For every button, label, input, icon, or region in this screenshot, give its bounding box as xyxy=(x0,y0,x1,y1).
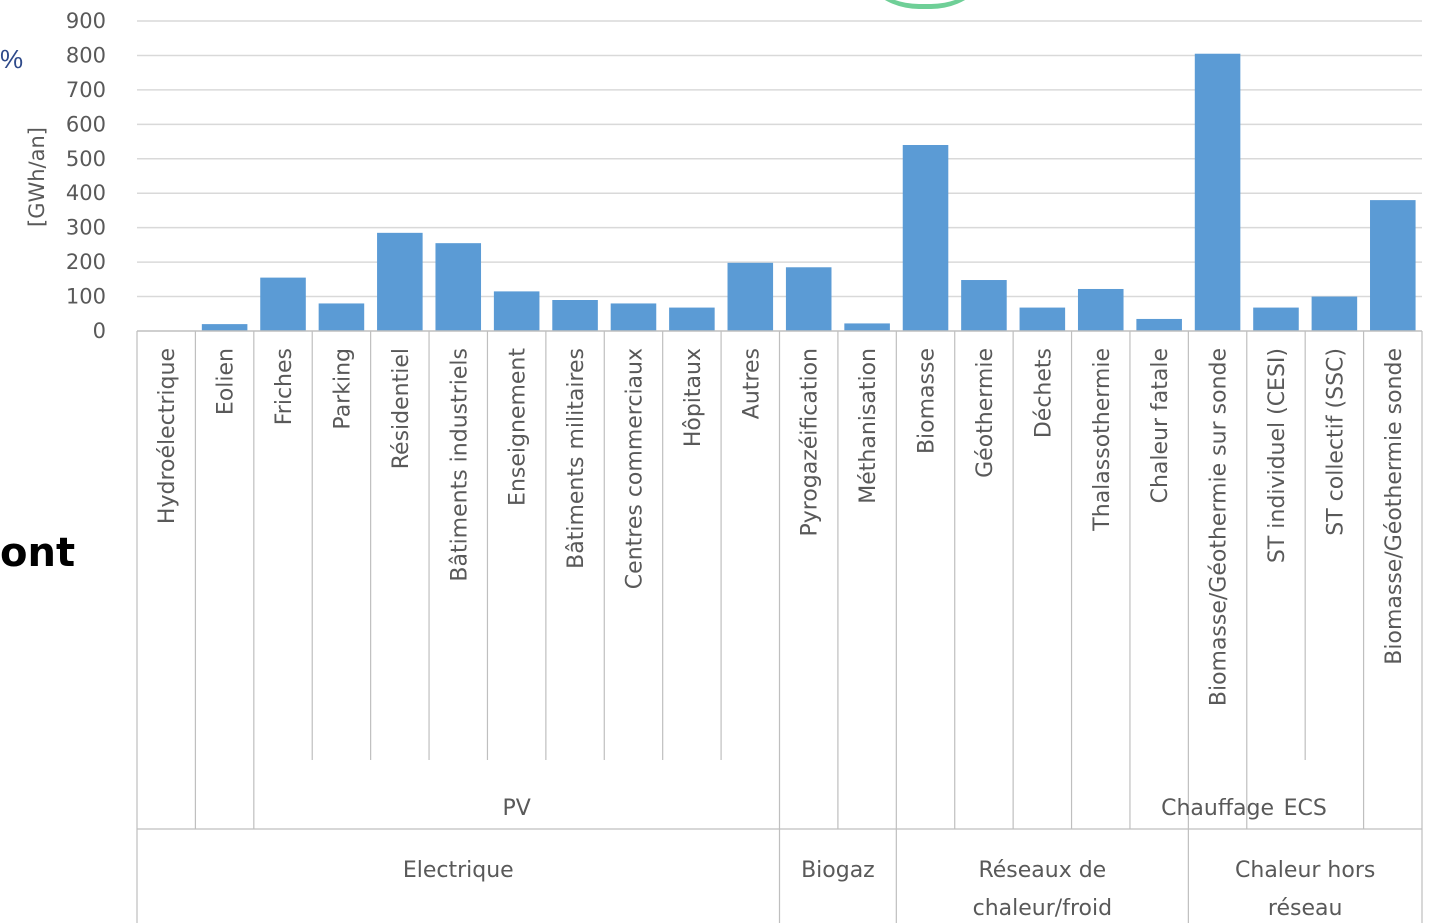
group-label: Réseaux de xyxy=(978,858,1106,883)
bar xyxy=(1370,200,1416,331)
subgroup-labels: PV Chauffage ECS xyxy=(502,796,1326,821)
bar xyxy=(493,291,540,331)
bar xyxy=(961,280,1007,331)
category-axis xyxy=(136,330,1423,923)
group-label: réseau xyxy=(1268,896,1343,921)
bar xyxy=(1194,53,1241,331)
subgroup-label: ECS xyxy=(1284,796,1327,821)
y-axis-ticks: 0 100 200 300 400 500 600 700 800 900 xyxy=(66,9,106,343)
category-label: Biomasse/Géothermie sur sonde xyxy=(1207,348,1232,706)
category-label: Hôpitaux xyxy=(681,348,706,447)
y-tick-label: 100 xyxy=(66,285,106,309)
y-tick-label: 0 xyxy=(93,319,106,343)
category-label: Biomasse/Géothermie sonde xyxy=(1382,348,1407,665)
y-tick-label: 500 xyxy=(66,147,106,171)
category-label: Autres xyxy=(739,348,764,419)
category-label: Biomasse xyxy=(915,348,940,454)
category-label: Méthanisation xyxy=(856,348,881,504)
category-label: Résidentiel xyxy=(389,348,414,469)
category-label: ST collectif (SSC) xyxy=(1323,348,1348,536)
y-tick-label: 800 xyxy=(66,43,106,67)
category-label: Thalassothermie xyxy=(1090,348,1115,532)
bar xyxy=(669,307,715,331)
bar xyxy=(844,323,890,331)
y-axis-label: [GWh/an] xyxy=(25,127,49,227)
y-tick-label: 600 xyxy=(66,112,106,136)
bar xyxy=(1019,307,1066,331)
bars xyxy=(201,53,1416,331)
decorative-green-arc xyxy=(850,0,1000,9)
bar xyxy=(1253,307,1299,331)
bar xyxy=(785,267,832,331)
category-label: Géothermie xyxy=(973,348,998,478)
side-ont-text: ont xyxy=(0,530,76,576)
category-label: Eolien xyxy=(214,348,239,415)
category-label: Hydroélectrique xyxy=(155,348,180,524)
bar xyxy=(727,262,774,331)
category-label: Enseignement xyxy=(506,348,531,506)
bar xyxy=(1077,288,1124,331)
side-percent-text: % xyxy=(0,44,24,74)
bar xyxy=(552,300,598,331)
category-label: Friches xyxy=(272,348,297,425)
y-tick-label: 400 xyxy=(66,181,106,205)
category-label: Chaleur fatale xyxy=(1148,348,1173,503)
group-label: Electrique xyxy=(403,858,514,883)
bar xyxy=(318,303,365,331)
category-labels: Hydroélectrique Eolien Friches Parking Résid… xyxy=(155,348,1407,707)
bar xyxy=(1136,318,1182,331)
bar xyxy=(435,243,482,331)
group-label: chaleur/froid xyxy=(973,896,1112,921)
bar xyxy=(260,277,306,331)
bar xyxy=(201,324,248,331)
bar xyxy=(1311,296,1358,331)
subgroup-label: Chauffage xyxy=(1161,796,1274,821)
category-label: ST individuel (CESI) xyxy=(1265,348,1290,563)
category-label: Pyrogazéification xyxy=(798,348,823,537)
group-label: Biogaz xyxy=(801,858,875,883)
category-label: Bâtiments militaires xyxy=(564,348,589,569)
category-label: Parking xyxy=(330,348,355,430)
category-label: Déchets xyxy=(1031,348,1056,438)
group-label: Chaleur hors xyxy=(1235,858,1375,883)
subgroup-label: PV xyxy=(502,796,530,821)
group-labels: Electrique Biogaz Réseaux de chaleur/froid C… xyxy=(403,858,1376,921)
y-tick-label: 900 xyxy=(66,9,106,33)
bar xyxy=(377,232,423,331)
category-label: Bâtiments industriels xyxy=(447,348,472,582)
y-tick-label: 200 xyxy=(66,250,106,274)
bar xyxy=(610,303,657,331)
y-tick-label: 300 xyxy=(66,216,106,240)
bar xyxy=(902,145,949,331)
y-tick-label: 700 xyxy=(66,78,106,102)
category-label: Centres commerciaux xyxy=(622,348,647,589)
